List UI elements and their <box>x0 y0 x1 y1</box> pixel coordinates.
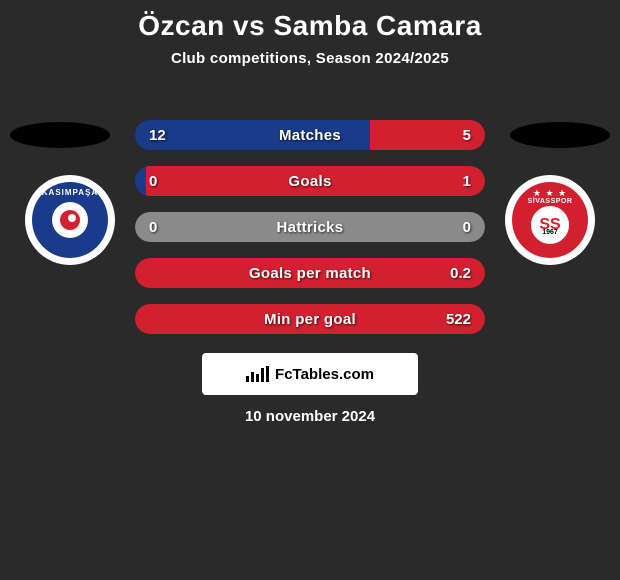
stat-value-right: 5 <box>463 127 471 144</box>
kasimpasa-badge: KASIMPAŞA <box>32 182 108 258</box>
sivasspor-badge-text: SİVASSPOR <box>512 198 588 205</box>
stat-value-right: 1 <box>463 173 471 190</box>
sivasspor-initials: SS <box>528 203 572 247</box>
stat-label: Hattricks <box>135 219 485 236</box>
stat-row: Min per goal522 <box>135 304 485 334</box>
team-badge-left: KASIMPAŞA <box>25 175 115 265</box>
stat-value-right: 0.2 <box>450 265 471 282</box>
stat-value-left: 12 <box>149 127 166 144</box>
stat-label: Min per goal <box>135 311 485 328</box>
sivasspor-year: 1967 <box>512 229 588 236</box>
sivasspor-badge: ★ ★ ★ SİVASSPOR SS 1967 <box>512 182 588 258</box>
stats-container: Matches125Goals01Hattricks00Goals per ma… <box>135 120 485 350</box>
stat-label: Goals <box>135 173 485 190</box>
player-shadow-right <box>510 122 610 148</box>
kasimpasa-inner-circle <box>52 202 88 238</box>
stat-value-left: 0 <box>149 219 157 236</box>
stat-value-right: 522 <box>446 311 471 328</box>
stat-value-left: 0 <box>149 173 157 190</box>
stat-label: Matches <box>135 127 485 144</box>
player-shadow-left <box>10 122 110 148</box>
page-subtitle: Club competitions, Season 2024/2025 <box>0 50 620 67</box>
kasimpasa-crescent <box>60 210 80 230</box>
brand-label: FcTables.com <box>275 366 374 383</box>
stat-row: Goals per match0.2 <box>135 258 485 288</box>
stat-row: Hattricks0 0 <box>135 212 485 242</box>
kasimpasa-badge-text: KASIMPAŞA <box>32 188 108 197</box>
stat-row: Goals0 1 <box>135 166 485 196</box>
team-badge-right: ★ ★ ★ SİVASSPOR SS 1967 <box>505 175 595 265</box>
brand-box[interactable]: FcTables.com <box>202 353 418 395</box>
chart-icon <box>246 366 269 382</box>
stat-label: Goals per match <box>135 265 485 282</box>
stat-value-right: 0 <box>463 219 471 236</box>
stat-row: Matches12 5 <box>135 120 485 150</box>
footer-date: 10 november 2024 <box>0 408 620 425</box>
page-title: Özcan vs Samba Camara <box>0 0 620 42</box>
